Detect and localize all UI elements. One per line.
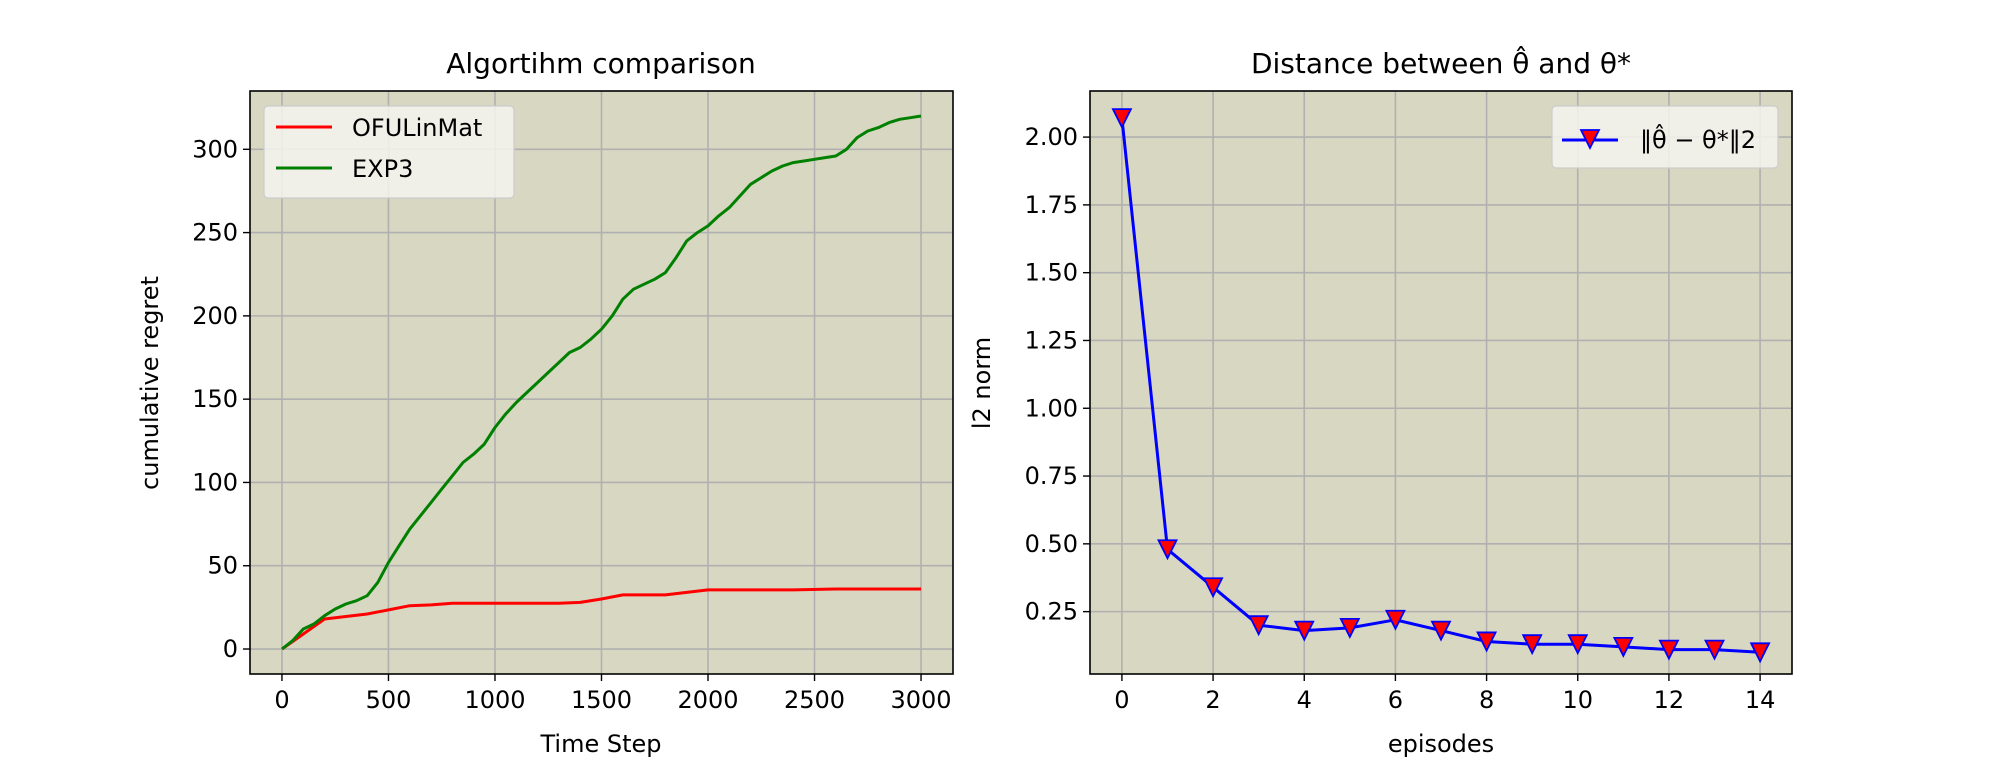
x-tick-label: 10 (1562, 686, 1593, 714)
data-point-marker (1704, 639, 1725, 661)
data-point-marker (1749, 642, 1771, 664)
x-tick-label: 2 (1205, 686, 1220, 714)
y-tick-label: 200 (192, 302, 238, 330)
data-point-marker (1202, 577, 1224, 599)
ticks: 0 2 4 6 8 10 12 14 0.25 0.50 0.75 1.00 1.25 1.50 1.75 2… (1025, 123, 1776, 714)
data-point-marker (1248, 615, 1270, 637)
plot-area (1090, 91, 1792, 674)
x-tick-label: 12 (1654, 686, 1685, 714)
legend-label-ofulinmat: OFULinMat (352, 114, 482, 142)
x-tick-label: 0 (274, 686, 289, 714)
y-tick-label: 300 (192, 135, 238, 163)
x-tick-label: 1500 (571, 686, 632, 714)
data-point-marker (1157, 539, 1178, 561)
y-tick-label: 50 (207, 552, 238, 580)
data-point-marker (1658, 639, 1680, 661)
y-tick-label: 0.50 (1025, 530, 1078, 558)
y-tick-label: 0 (223, 635, 238, 663)
ticks: 0 500 1000 1500 2000 2500 3000 0 50 100 150 200 250 3… (192, 135, 951, 714)
grid (1090, 91, 1792, 674)
legend-marker-triangle (1579, 129, 1601, 151)
axes-frame (1089, 90, 1793, 675)
legend-label-exp3: EXP3 (352, 155, 413, 183)
series-group (281, 114, 922, 651)
chart-title: Algortihm comparison (446, 47, 756, 80)
y-tick-label: 0.75 (1025, 462, 1078, 490)
y-tick-label: 1.00 (1025, 394, 1078, 422)
x-tick-label: 6 (1388, 686, 1403, 714)
data-point-marker (1293, 620, 1315, 642)
x-tick-label: 2000 (677, 686, 738, 714)
series-line-1 (281, 114, 922, 651)
series-group (1111, 108, 1771, 664)
data-point-marker (1612, 636, 1634, 658)
series-line-0 (281, 587, 921, 651)
y-axis-label: l2 norm (968, 337, 996, 429)
data-point-marker (1384, 609, 1406, 631)
legend-box (263, 105, 515, 199)
y-tick-label: 0.25 (1025, 598, 1078, 626)
data-point-marker (1567, 634, 1589, 656)
x-tick-label: 0 (1114, 686, 1129, 714)
x-tick-label: 14 (1745, 686, 1776, 714)
legend-label-distance: ‖θ̂ − θ*‖2 (1640, 124, 1756, 154)
x-tick-label: 4 (1297, 686, 1312, 714)
x-tick-label: 8 (1479, 686, 1494, 714)
data-point-marker (1430, 620, 1452, 642)
data-point-marker (1521, 634, 1543, 656)
legend: ‖θ̂ − θ*‖2 (1551, 105, 1779, 169)
y-tick-label: 250 (192, 219, 238, 247)
x-tick-label: 2500 (784, 686, 845, 714)
x-tick-label: 1000 (464, 686, 525, 714)
y-tick-label: 1.25 (1025, 326, 1078, 354)
y-tick-label: 2.00 (1025, 123, 1078, 151)
data-point-marker (1111, 108, 1133, 130)
chart-distance: 0 2 4 6 8 10 12 14 0.25 0.50 0.75 1.00 1.25 1.50 1.75 2… (968, 44, 1793, 758)
legend: OFULinMat EXP3 (263, 105, 515, 199)
chart-algorithm-comparison: 0 500 1000 1500 2000 2500 3000 0 50 100 150 200 250 3… (136, 47, 954, 758)
y-tick-label: 1.50 (1025, 259, 1078, 287)
data-point-marker (1476, 631, 1498, 653)
x-axis-label: Time Step (539, 730, 661, 758)
x-tick-label: 3000 (891, 686, 952, 714)
x-tick-label: 500 (366, 686, 412, 714)
chart-title: Distance between θ̂ and θ* (1251, 44, 1631, 80)
y-tick-label: 150 (192, 385, 238, 413)
x-axis-label: episodes (1388, 730, 1494, 758)
data-point-marker (1339, 618, 1361, 639)
legend-box (1551, 105, 1779, 169)
y-tick-label: 100 (192, 468, 238, 496)
y-axis-label: cumulative regret (136, 276, 164, 490)
y-tick-label: 1.75 (1025, 191, 1078, 219)
